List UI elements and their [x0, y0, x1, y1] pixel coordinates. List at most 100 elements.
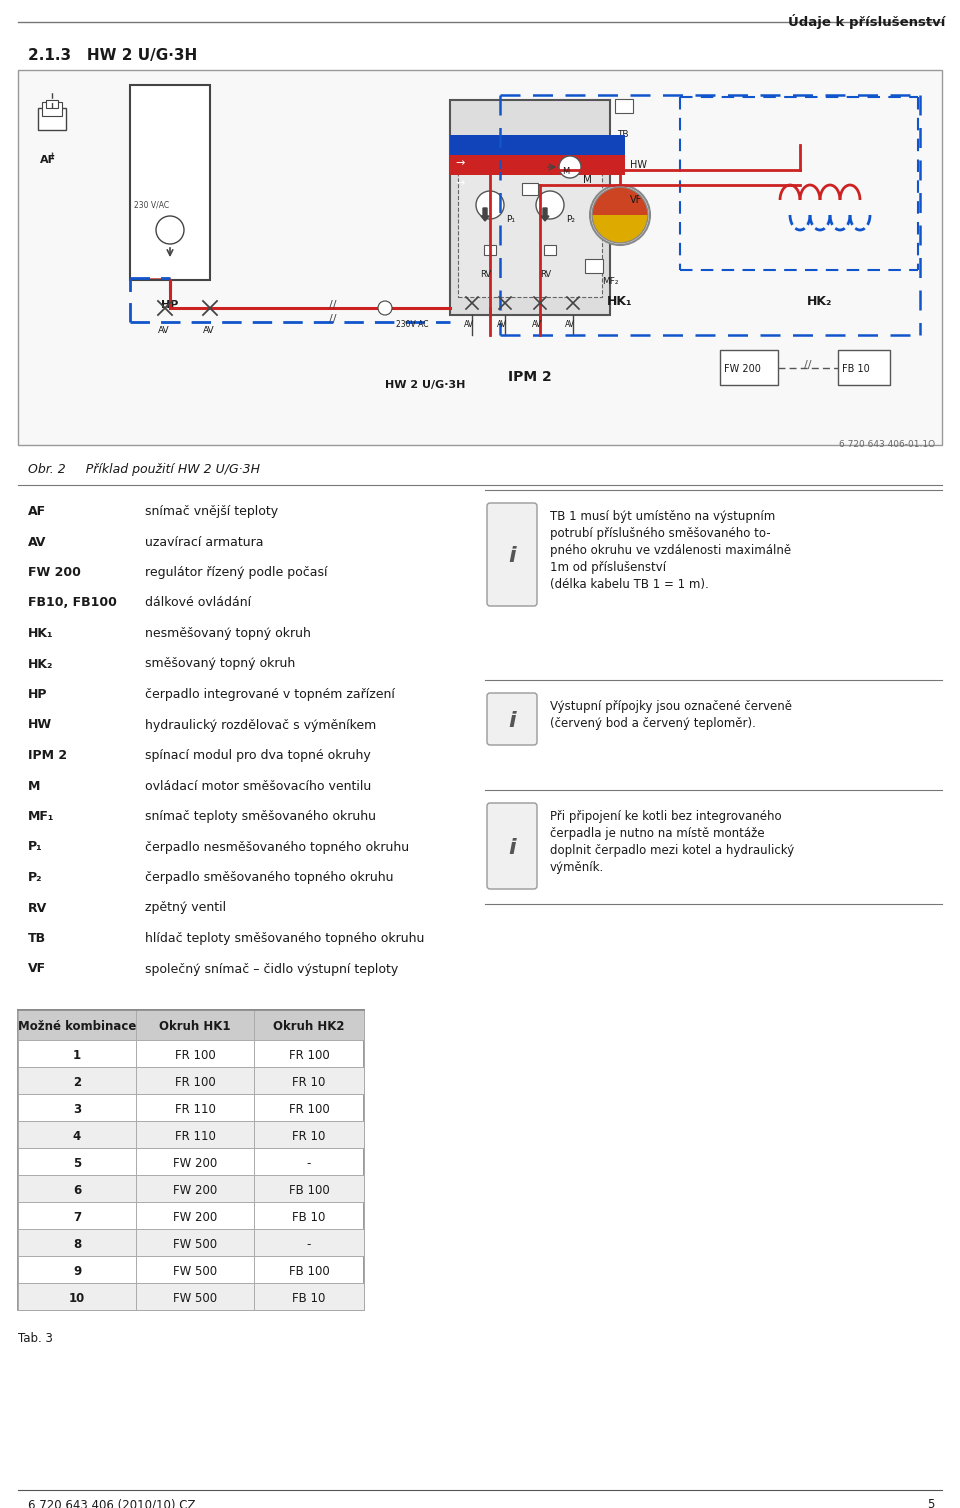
Text: FW 200: FW 200: [173, 1157, 217, 1170]
Text: Při připojení ke kotli bez integrovaného: Při připojení ke kotli bez integrovaného: [550, 810, 781, 823]
Text: FW 200: FW 200: [173, 1211, 217, 1224]
Text: 2: 2: [73, 1077, 81, 1089]
Text: TB: TB: [28, 932, 46, 946]
Text: Údaje k příslušenství: Údaje k příslušenství: [787, 14, 945, 29]
Text: FB 10: FB 10: [292, 1211, 325, 1224]
FancyBboxPatch shape: [487, 802, 537, 890]
Text: hydraulický rozdělovač s výměníkem: hydraulický rozdělovač s výměníkem: [145, 718, 376, 731]
Text: HP: HP: [28, 688, 47, 701]
Text: i: i: [508, 838, 516, 858]
Text: FR 10: FR 10: [292, 1077, 325, 1089]
Circle shape: [590, 185, 650, 244]
Bar: [585, 259, 603, 273]
Bar: [450, 136, 625, 155]
Text: FR 10: FR 10: [292, 1129, 325, 1143]
Text: RV: RV: [480, 270, 492, 279]
Text: 5: 5: [73, 1157, 82, 1170]
Text: výměník.: výměník.: [550, 861, 604, 875]
Text: P₁: P₁: [28, 840, 42, 854]
Text: (délka kabelu TB 1 = 1 m).: (délka kabelu TB 1 = 1 m).: [550, 578, 708, 591]
Text: 3: 3: [73, 1102, 81, 1116]
Text: směšovaný topný okruh: směšovaný topný okruh: [145, 657, 296, 671]
Bar: [18, 1068, 364, 1093]
Text: i: i: [508, 546, 516, 566]
Text: Okruh HK2: Okruh HK2: [274, 1021, 345, 1033]
Text: P₂: P₂: [566, 216, 575, 225]
Text: i: i: [508, 710, 516, 731]
Text: AV: AV: [565, 320, 575, 329]
Text: 6 720 643 406 (2010/10) CZ: 6 720 643 406 (2010/10) CZ: [28, 1497, 196, 1508]
Text: čerpadlo nesměšovaného topného okruhu: čerpadlo nesměšovaného topného okruhu: [145, 840, 409, 854]
Text: FR 110: FR 110: [175, 1129, 215, 1143]
Text: 8: 8: [73, 1238, 82, 1252]
Text: HK₂: HK₂: [807, 296, 832, 308]
Text: hlídač teploty směšovaného topného okruhu: hlídač teploty směšovaného topného okruh…: [145, 932, 424, 946]
Text: HP: HP: [161, 300, 179, 311]
Text: 2.1.3   HW 2 U/G·3H: 2.1.3 HW 2 U/G·3H: [28, 48, 197, 63]
Text: Tab. 3: Tab. 3: [18, 1332, 53, 1345]
Bar: [838, 350, 890, 385]
Bar: [46, 100, 58, 109]
Text: 1m od příslušenství: 1m od příslušenství: [550, 561, 666, 575]
Text: potrubí příslušného směšovaného to-: potrubí příslušného směšovaného to-: [550, 526, 771, 540]
Bar: [450, 155, 625, 175]
FancyBboxPatch shape: [487, 504, 537, 606]
Text: HK₁: HK₁: [608, 296, 633, 308]
Text: AF: AF: [28, 505, 46, 519]
Text: P₂: P₂: [28, 872, 42, 884]
Text: FB10, FB100: FB10, FB100: [28, 597, 117, 609]
Text: M: M: [583, 175, 592, 185]
Text: AV: AV: [532, 320, 542, 329]
Text: doplnit čerpadlo mezi kotel a hydraulický: doplnit čerpadlo mezi kotel a hydraulick…: [550, 844, 794, 857]
Text: //: //: [329, 314, 337, 324]
Text: HW: HW: [630, 160, 647, 170]
Circle shape: [476, 192, 504, 219]
Bar: [18, 1010, 364, 1310]
Bar: [615, 100, 633, 113]
Text: FR 100: FR 100: [289, 1050, 329, 1062]
Text: 7: 7: [73, 1211, 81, 1224]
Text: AF: AF: [40, 155, 56, 164]
FancyBboxPatch shape: [487, 694, 537, 745]
Text: RV: RV: [28, 902, 47, 914]
Circle shape: [156, 216, 184, 244]
Text: →: →: [455, 158, 465, 167]
FancyArrow shape: [541, 208, 549, 222]
Text: snímač vnější teploty: snímač vnější teploty: [145, 505, 278, 519]
Text: FR 100: FR 100: [289, 1102, 329, 1116]
Text: //: //: [329, 300, 337, 311]
Text: dálkové ovládání: dálkové ovládání: [145, 597, 252, 609]
Text: regulátor řízený podle počasí: regulátor řízený podle počasí: [145, 566, 327, 579]
Wedge shape: [592, 216, 648, 243]
Text: HW 2 U/G·3H: HW 2 U/G·3H: [385, 380, 466, 391]
Text: pného okruhu ve vzdálenosti maximálně: pného okruhu ve vzdálenosti maximálně: [550, 544, 791, 556]
Text: 1: 1: [73, 1050, 81, 1062]
Text: VF: VF: [630, 195, 642, 205]
Text: MF₁: MF₁: [28, 810, 55, 823]
Text: FR 100: FR 100: [175, 1050, 215, 1062]
Text: FB 100: FB 100: [289, 1265, 329, 1277]
Text: Možné kombinace: Možné kombinace: [18, 1021, 136, 1033]
Text: FW 500: FW 500: [173, 1238, 217, 1252]
Bar: [544, 244, 556, 255]
Text: VF: VF: [28, 962, 46, 976]
Text: P₁: P₁: [506, 216, 515, 225]
Text: AV: AV: [464, 320, 474, 329]
Text: 230V AC: 230V AC: [396, 320, 428, 329]
Text: Obr. 2     Příklad použití HW 2 U/G·3H: Obr. 2 Příklad použití HW 2 U/G·3H: [28, 463, 260, 477]
Text: FW 200: FW 200: [173, 1184, 217, 1197]
Bar: [42, 103, 62, 116]
Bar: [38, 109, 66, 130]
Text: 6 720 643 406-01.1O: 6 720 643 406-01.1O: [839, 440, 935, 449]
Text: AV: AV: [158, 326, 170, 335]
Text: FR 110: FR 110: [175, 1102, 215, 1116]
Text: 6: 6: [73, 1184, 82, 1197]
Bar: [18, 69, 942, 445]
Bar: [18, 1283, 364, 1310]
Wedge shape: [592, 187, 648, 216]
Text: Výstupní přípojky jsou označené červeně: Výstupní přípojky jsou označené červeně: [550, 700, 792, 713]
Text: →: →: [455, 178, 465, 188]
Text: HW: HW: [28, 718, 52, 731]
Text: (červený bod a červený teploměr).: (červený bod a červený teploměr).: [550, 716, 756, 730]
Bar: [18, 1175, 364, 1202]
